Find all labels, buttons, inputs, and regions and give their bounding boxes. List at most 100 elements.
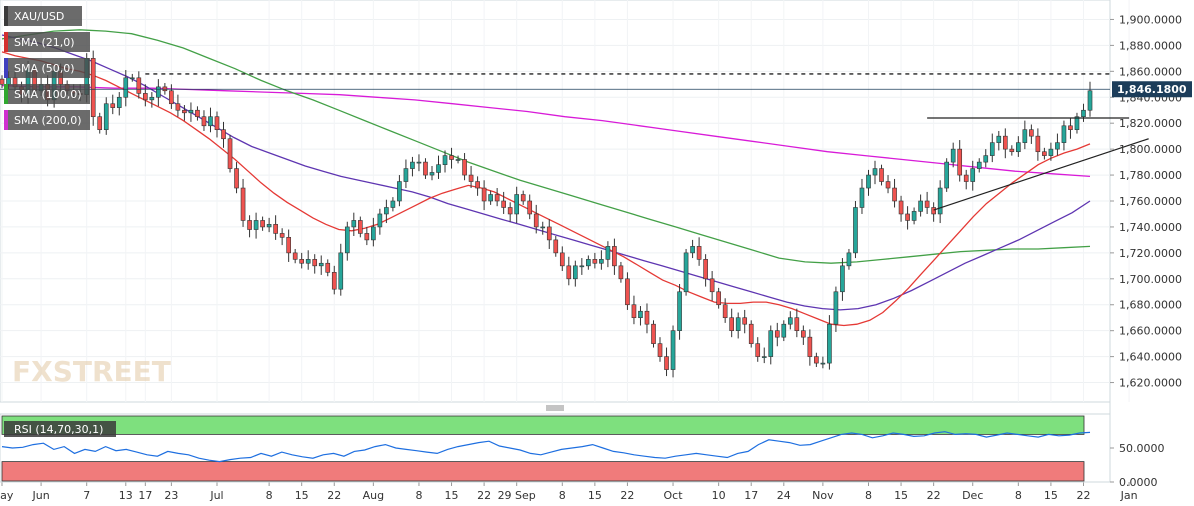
candle-body bbox=[579, 265, 585, 268]
x-tick-label: 22 bbox=[927, 489, 941, 502]
candle bbox=[644, 303, 650, 334]
candle-body bbox=[429, 172, 435, 176]
candle-body bbox=[475, 181, 480, 189]
candle bbox=[592, 252, 598, 269]
candle bbox=[364, 226, 370, 246]
candle bbox=[1068, 118, 1073, 139]
candle bbox=[670, 325, 676, 378]
candle-body bbox=[924, 200, 930, 208]
candle bbox=[1048, 142, 1054, 161]
candle-body bbox=[129, 77, 135, 80]
candle-body bbox=[996, 135, 1002, 143]
candle bbox=[918, 194, 923, 217]
legend-item-swatch bbox=[4, 6, 8, 26]
candle-body bbox=[618, 265, 624, 280]
candle bbox=[292, 248, 298, 264]
candle bbox=[1029, 124, 1034, 144]
candle bbox=[279, 228, 285, 246]
candle-body bbox=[722, 304, 728, 319]
candle-body bbox=[90, 58, 96, 118]
candle bbox=[781, 320, 787, 342]
candle bbox=[794, 308, 800, 338]
candle-body bbox=[410, 161, 415, 169]
candle bbox=[299, 252, 305, 269]
y-tick-label: 1,680.0000 bbox=[1119, 299, 1182, 312]
candle-body bbox=[169, 90, 174, 105]
candle bbox=[976, 158, 982, 173]
candle bbox=[390, 197, 396, 212]
x-tick-label: Jun bbox=[31, 489, 49, 502]
candle bbox=[312, 254, 318, 274]
candle bbox=[227, 134, 233, 173]
candle bbox=[840, 258, 845, 301]
legend-item-label: SMA (200,0) bbox=[14, 114, 82, 127]
candle bbox=[957, 140, 963, 182]
legend-item-swatch bbox=[4, 84, 8, 104]
candle-body bbox=[253, 220, 259, 230]
candle bbox=[911, 207, 917, 225]
candle bbox=[149, 92, 155, 108]
candle-body bbox=[787, 317, 793, 325]
candle bbox=[879, 164, 884, 186]
candle-body bbox=[1002, 135, 1008, 150]
y-tick-label: 1,880.0000 bbox=[1119, 39, 1182, 52]
candle-body bbox=[449, 155, 454, 160]
rsi-tick-label: 50.0000 bbox=[1119, 442, 1165, 455]
candle-body bbox=[286, 237, 291, 254]
candle-body bbox=[559, 252, 565, 267]
legend-item-bg bbox=[4, 6, 82, 26]
legend-item-bg bbox=[4, 32, 90, 52]
candle-body bbox=[605, 246, 611, 260]
candle-body bbox=[156, 86, 161, 98]
candle bbox=[1022, 120, 1028, 150]
candle-body bbox=[833, 291, 839, 325]
x-tick-label: 7 bbox=[83, 489, 90, 502]
candle-body bbox=[716, 291, 721, 306]
candle-body bbox=[683, 252, 689, 293]
legend-item-swatch bbox=[4, 58, 8, 78]
candle bbox=[1016, 136, 1021, 157]
candle-body bbox=[696, 246, 702, 260]
candle bbox=[853, 201, 858, 259]
legend-item-label: SMA (50,0) bbox=[14, 62, 75, 75]
candle-body bbox=[846, 252, 852, 267]
candle bbox=[859, 178, 865, 214]
candle bbox=[768, 325, 774, 365]
candle bbox=[872, 160, 878, 185]
candle bbox=[403, 159, 409, 189]
candle bbox=[664, 347, 669, 377]
candle bbox=[1035, 128, 1041, 161]
candle-body bbox=[1061, 125, 1067, 143]
candle bbox=[253, 212, 259, 239]
candle-body bbox=[742, 317, 748, 325]
x-tick-label: 23 bbox=[164, 489, 178, 502]
legend-item: SMA (21,0) bbox=[4, 32, 90, 52]
candle bbox=[742, 309, 748, 334]
y-tick-label: 1,740.0000 bbox=[1119, 221, 1182, 234]
y-tick-label: 1,900.0000 bbox=[1119, 13, 1182, 26]
x-tick-label: 17 bbox=[744, 489, 758, 502]
candle bbox=[175, 94, 181, 117]
candle-body bbox=[149, 96, 155, 101]
candle-body bbox=[501, 200, 506, 208]
candle-body bbox=[123, 77, 129, 98]
candle bbox=[214, 111, 220, 138]
candle bbox=[1081, 103, 1086, 122]
candle bbox=[722, 298, 728, 323]
panel-resize-handle[interactable] bbox=[546, 405, 564, 411]
y-tick-label: 1,640.0000 bbox=[1119, 351, 1182, 364]
candle bbox=[143, 84, 148, 107]
x-tick-label: 15 bbox=[894, 489, 908, 502]
rsi-panel: 50.0000 0.0000 RSI (14,70,30,1) bbox=[1, 415, 1165, 489]
candle-body bbox=[344, 226, 350, 254]
fxstreet-watermark: FXSTREET bbox=[12, 355, 171, 388]
candle-body bbox=[279, 233, 285, 238]
candle bbox=[937, 180, 943, 224]
candle bbox=[208, 107, 213, 133]
candle-body bbox=[182, 109, 187, 114]
candle-body bbox=[546, 226, 552, 241]
legend-item: SMA (100,0) bbox=[4, 84, 90, 104]
candle-body bbox=[1081, 109, 1086, 118]
